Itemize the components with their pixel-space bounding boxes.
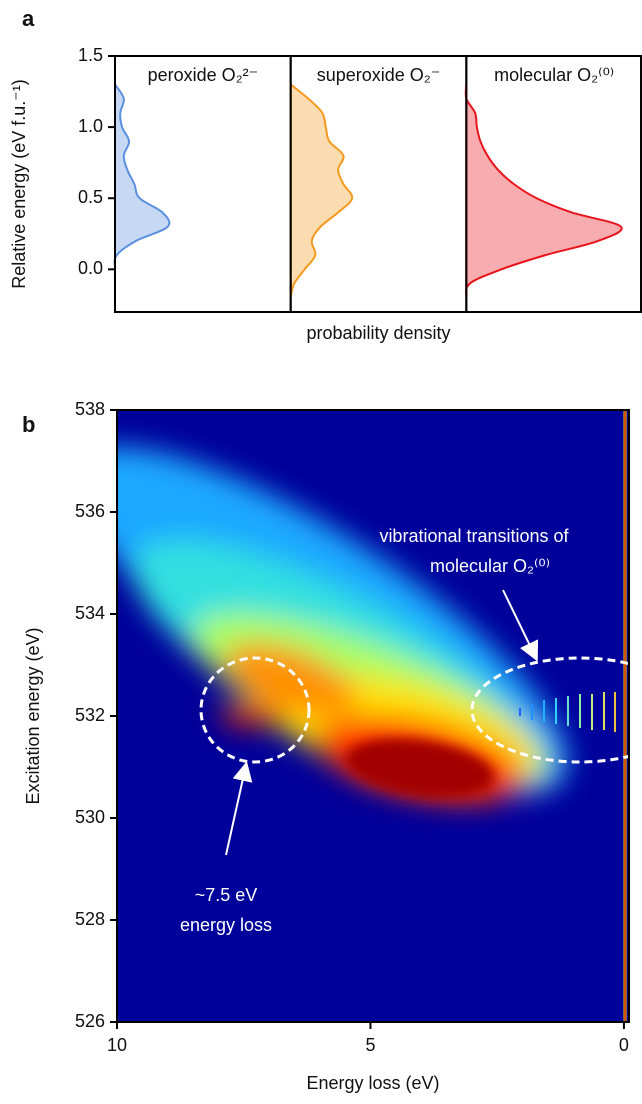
y-tick-label: 528 bbox=[75, 909, 105, 929]
heatmap-image bbox=[117, 410, 629, 1022]
x-axis-label: Energy loss (eV) bbox=[306, 1073, 439, 1093]
y-tick-label: 532 bbox=[75, 705, 105, 725]
annotation: vibrational transitions of bbox=[379, 526, 569, 546]
y-tick-label: 1.5 bbox=[78, 45, 103, 65]
y-tick-label: 0.0 bbox=[78, 258, 103, 278]
x-tick-label: 5 bbox=[365, 1035, 375, 1055]
y-axis-label: Excitation energy (eV) bbox=[23, 627, 43, 804]
annotation: molecular O₂⁽⁰⁾ bbox=[430, 556, 550, 576]
y-tick-label: 530 bbox=[75, 807, 105, 827]
y-tick-label: 534 bbox=[75, 603, 105, 623]
x-tick-label: 0 bbox=[619, 1035, 629, 1055]
x-axis-label: probability density bbox=[306, 323, 450, 343]
subpanel-frame bbox=[114, 55, 292, 313]
y-tick-label: 526 bbox=[75, 1011, 105, 1031]
subpanel-frame bbox=[465, 55, 642, 313]
density-curve bbox=[113, 80, 171, 298]
subpanel-title: peroxide O₂²⁻ bbox=[148, 65, 259, 85]
subpanel-title: molecular O₂⁽⁰⁾ bbox=[494, 65, 614, 85]
y-tick-label: 0.5 bbox=[78, 187, 103, 207]
x-tick-label: 10 bbox=[107, 1035, 127, 1055]
y-tick-label: 538 bbox=[75, 399, 105, 419]
annotation: energy loss bbox=[180, 915, 272, 935]
density-curve bbox=[289, 82, 354, 299]
panel-label: b bbox=[22, 412, 35, 437]
y-tick-label: 536 bbox=[75, 501, 105, 521]
y-axis-label: Relative energy (eV f.u.⁻¹) bbox=[9, 79, 29, 289]
y-tick-label: 1.0 bbox=[78, 116, 103, 136]
density-curve bbox=[464, 84, 623, 299]
panel-label: a bbox=[22, 6, 35, 31]
subpanel-title: superoxide O₂⁻ bbox=[317, 65, 441, 85]
annotation: ~7.5 eV bbox=[195, 885, 258, 905]
